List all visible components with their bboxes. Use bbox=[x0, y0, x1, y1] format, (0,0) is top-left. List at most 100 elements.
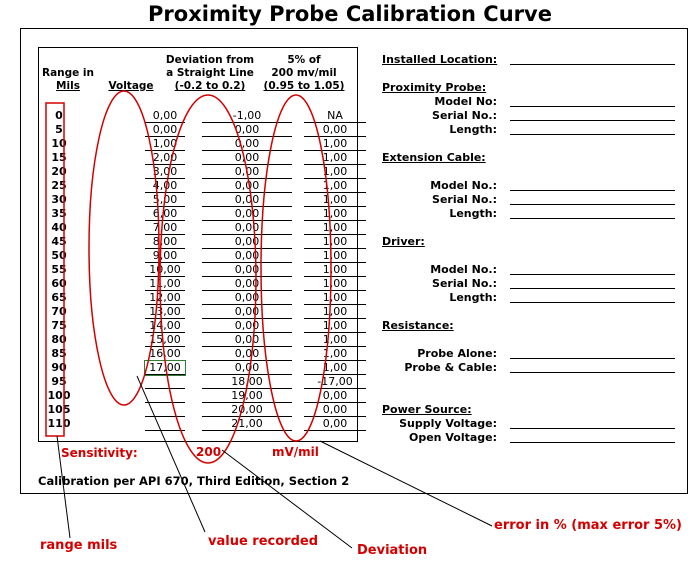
error-cell: 1,00 bbox=[304, 151, 366, 165]
probe-cable-field[interactable] bbox=[510, 372, 675, 373]
header-deviation: Deviation from a Straight Line (-0.2 to … bbox=[161, 54, 259, 93]
table-row: 45 8,00 0,00 1,00 bbox=[39, 235, 366, 249]
deviation-cell: 0,00 bbox=[202, 193, 292, 207]
table-row: 25 4,00 0,00 1,00 bbox=[39, 179, 366, 193]
header-error-line2: 200 mv/mil bbox=[271, 67, 337, 79]
deviation-cell: 0,00 bbox=[202, 291, 292, 305]
proximity-probe-heading: Proximity Probe: bbox=[382, 81, 487, 94]
cable-length-field[interactable] bbox=[510, 218, 675, 219]
cable-serial-field[interactable] bbox=[510, 204, 675, 205]
voltage-cell[interactable] bbox=[145, 389, 185, 403]
power-source-heading: Power Source: bbox=[382, 403, 472, 416]
deviation-cell: 20,00 bbox=[202, 403, 292, 417]
cable-serial-label: Serial No.: bbox=[432, 193, 497, 206]
error-cell: 1,00 bbox=[304, 291, 366, 305]
voltage-cell[interactable]: 10,00 bbox=[145, 263, 185, 277]
error-cell: 0,00 bbox=[304, 123, 366, 137]
error-cell: -17,00 bbox=[304, 375, 366, 389]
probe-length-field[interactable] bbox=[510, 134, 675, 135]
page-title: Proximity Probe Calibration Curve bbox=[148, 2, 552, 26]
error-cell: 0,00 bbox=[304, 417, 366, 431]
table-row: 5 0,00 0,00 0,00 bbox=[39, 123, 366, 137]
deviation-cell: 0,00 bbox=[202, 151, 292, 165]
range-mils-cell: 5 bbox=[55, 123, 63, 136]
deviation-cell: 0,00 bbox=[202, 235, 292, 249]
deviation-cell: 0,00 bbox=[202, 305, 292, 319]
range-mils-cell: 65 bbox=[51, 291, 67, 304]
voltage-cell[interactable]: 0,00 bbox=[145, 109, 185, 123]
error-cell: 1,00 bbox=[304, 305, 366, 319]
error-cell: 1,00 bbox=[304, 347, 366, 361]
range-mils-cell: 10 bbox=[51, 137, 67, 150]
driver-model-label: Model No.: bbox=[430, 263, 497, 276]
installed-location-heading: Installed Location: bbox=[382, 53, 498, 66]
probe-cable-label: Probe & Cable: bbox=[404, 361, 497, 374]
error-cell: 1,00 bbox=[304, 263, 366, 277]
deviation-cell: 0,00 bbox=[202, 319, 292, 333]
table-row: 65 12,00 0,00 1,00 bbox=[39, 291, 366, 305]
error-cell: 1,00 bbox=[304, 249, 366, 263]
range-mils-cell: 50 bbox=[51, 249, 67, 262]
range-mils-cell: 70 bbox=[51, 305, 67, 318]
cable-model-field[interactable] bbox=[510, 190, 675, 191]
error-cell: 1,00 bbox=[304, 361, 366, 375]
range-mils-cell: 15 bbox=[51, 151, 67, 164]
error-cell: 1,00 bbox=[304, 179, 366, 193]
header-range: Range in Mils bbox=[39, 67, 97, 93]
range-mils-cell: 45 bbox=[51, 235, 67, 248]
data-table: Range in Mils Voltage Deviation from a S… bbox=[38, 47, 366, 460]
error-cell: 0,00 bbox=[304, 403, 366, 417]
open-voltage-field[interactable] bbox=[510, 442, 675, 443]
range-mils-cell: 20 bbox=[51, 165, 67, 178]
calibration-note: Calibration per API 670, Third Edition, … bbox=[38, 474, 350, 488]
deviation-cell: 0,00 bbox=[202, 221, 292, 235]
probe-serial-field[interactable] bbox=[510, 120, 675, 121]
voltage-cell[interactable]: 11,00 bbox=[145, 277, 185, 291]
resistance-heading: Resistance: bbox=[382, 319, 454, 332]
value-recorded-pointer bbox=[136, 375, 206, 533]
deviation-cell: 19,00 bbox=[202, 389, 292, 403]
voltage-cell[interactable]: 17,00 bbox=[144, 360, 186, 376]
error-pointer bbox=[319, 440, 493, 527]
calibration-sheet bbox=[20, 28, 688, 494]
deviation-cell: 0,00 bbox=[202, 123, 292, 137]
range-mils-cell: 80 bbox=[51, 333, 67, 346]
driver-model-field[interactable] bbox=[510, 274, 675, 275]
annotation-range-mils: range mils bbox=[40, 538, 118, 553]
probe-serial-label: Serial No.: bbox=[432, 109, 497, 122]
table-row: 20 3,00 0,00 1,00 bbox=[39, 165, 366, 179]
range-mils-cell: 30 bbox=[51, 193, 67, 206]
probe-alone-label: Probe Alone: bbox=[417, 347, 497, 360]
driver-serial-field[interactable] bbox=[510, 288, 675, 289]
extension-cable-heading: Extension Cable: bbox=[382, 151, 486, 164]
voltage-cell[interactable] bbox=[145, 417, 185, 431]
table-row: 60 11,00 0,00 1,00 bbox=[39, 277, 366, 291]
voltage-cell[interactable]: 14,00 bbox=[145, 319, 185, 333]
deviation-cell: -1,00 bbox=[202, 109, 292, 123]
header-voltage: Voltage bbox=[108, 80, 154, 92]
cable-model-label: Model No.: bbox=[430, 179, 497, 192]
voltage-cell[interactable]: 3,00 bbox=[145, 165, 185, 179]
header-deviation-line2: a Straight Line bbox=[166, 67, 254, 79]
voltage-cell[interactable] bbox=[145, 403, 185, 417]
error-cell: NA bbox=[304, 109, 366, 123]
header-range-line1: Range in bbox=[41, 67, 94, 79]
deviation-highlight-ellipse bbox=[159, 94, 257, 464]
probe-model-field[interactable] bbox=[510, 106, 675, 107]
annotation-error: error in % (max error 5%) bbox=[494, 518, 682, 533]
range-mils-pointer bbox=[56, 435, 71, 539]
deviation-pointer bbox=[221, 449, 353, 549]
probe-alone-field[interactable] bbox=[510, 358, 675, 359]
range-mils-cell: 75 bbox=[51, 319, 67, 332]
probe-model-label: Model No: bbox=[434, 95, 497, 108]
driver-length-field[interactable] bbox=[510, 302, 675, 303]
range-mils-cell: 35 bbox=[51, 207, 67, 220]
voltage-cell[interactable]: 15,00 bbox=[145, 333, 185, 347]
supply-voltage-field[interactable] bbox=[510, 428, 675, 429]
voltage-cell[interactable] bbox=[145, 375, 185, 389]
header-error-line3: (0.95 to 1.05) bbox=[263, 80, 345, 92]
installed-location-field[interactable] bbox=[510, 64, 675, 65]
voltage-cell[interactable]: 1,00 bbox=[145, 137, 185, 151]
voltage-cell[interactable]: 0,00 bbox=[145, 123, 185, 137]
